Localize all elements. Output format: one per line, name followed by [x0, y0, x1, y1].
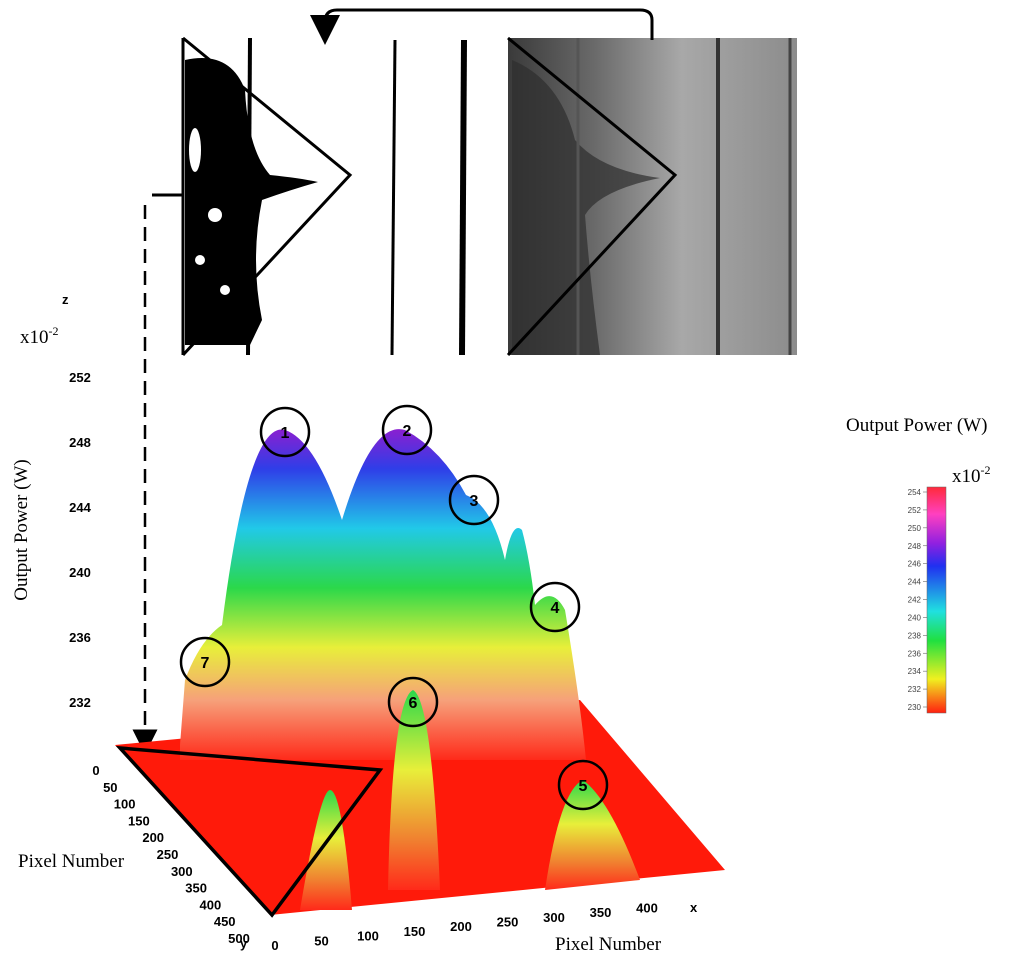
peak-marker	[387, 676, 439, 728]
peak-label: 6	[409, 695, 418, 712]
exponent: -2	[981, 463, 991, 477]
colorbar-tick-label: 242	[908, 596, 922, 605]
colorbar-tick-label: 248	[908, 542, 922, 551]
y-tick-label: 100	[114, 797, 136, 812]
z-tick-label: 244	[69, 500, 91, 515]
x-axis-label: x	[690, 900, 698, 915]
z-axis-title: Output Power (W)	[11, 459, 32, 600]
y-tick-label: 300	[171, 864, 193, 879]
peak-marker	[448, 474, 500, 526]
x-tick-label: 200	[450, 919, 472, 934]
peak-label: 1	[281, 425, 290, 442]
peak-label: 3	[470, 493, 479, 510]
x-tick-label: 150	[404, 924, 426, 939]
peak-marker	[259, 406, 311, 458]
y-axis-label: y	[240, 936, 248, 951]
colorbar-tick-label: 246	[908, 560, 922, 569]
z-tick-label: 248	[69, 435, 91, 450]
z-tick-label: 240	[69, 565, 91, 580]
colorbar-tick-label: 244	[908, 578, 922, 587]
grayscale-image	[506, 36, 797, 357]
x-tick-label: 400	[636, 900, 658, 915]
z-tick-label: 232	[69, 695, 91, 710]
peak-label: 5	[579, 778, 588, 795]
peak-marker	[381, 404, 433, 456]
peak-marker	[529, 581, 581, 633]
peak-label: 4	[551, 600, 560, 617]
colorbar-tick-label: 234	[908, 667, 922, 676]
colorbar-title: Output Power (W)	[846, 415, 987, 436]
z-axis-label: z	[62, 292, 69, 307]
colorbar-tick-label: 238	[908, 631, 922, 640]
colorbar-tick-label: 240	[908, 613, 922, 622]
y-tick-label: 250	[157, 847, 179, 862]
y-tick-label: 200	[142, 830, 164, 845]
y-tick-label: 50	[103, 780, 117, 795]
y-tick-label: 400	[200, 897, 222, 912]
colorbar-tick-label: 232	[908, 685, 922, 694]
y-axis-title: Pixel Number	[18, 851, 125, 872]
feedback-arrow	[310, 8, 654, 45]
colorbar-tick-label: 236	[908, 649, 922, 658]
x-tick-label: 250	[497, 915, 519, 930]
peak-label: 7	[201, 655, 210, 672]
multiplier: x10	[20, 327, 49, 348]
x-tick-label: 0	[271, 938, 278, 953]
surface	[115, 429, 725, 918]
colorbar-tick-label: 252	[908, 506, 922, 515]
z-tick-label: 252	[69, 370, 91, 385]
x-axis-title: Pixel Number	[555, 934, 662, 955]
colorbar	[926, 486, 947, 714]
y-tick-label: 150	[128, 813, 150, 828]
x-tick-label: 300	[543, 910, 565, 925]
z-tick-label: 236	[69, 630, 91, 645]
colorbar-multiplier: x10-2	[952, 463, 991, 487]
colorbar-tick-label: 230	[908, 703, 922, 712]
y-tick-label: 500	[228, 931, 250, 946]
z-multiplier: x10-2	[20, 324, 59, 348]
y-tick-label: 0	[92, 763, 99, 778]
peak-marker	[557, 759, 609, 811]
binary-image	[181, 36, 467, 357]
peak-label: 2	[403, 423, 412, 440]
y-tick-label: 450	[214, 914, 236, 929]
colorbar-tick-label: 250	[908, 524, 922, 533]
y-tick-label: 350	[185, 881, 207, 896]
colorbar-tick-label: 254	[908, 488, 922, 497]
multiplier: x10	[952, 466, 981, 487]
x-tick-label: 350	[590, 905, 612, 920]
x-tick-label: 50	[314, 933, 328, 948]
x-tick-label: 100	[357, 929, 379, 944]
exponent: -2	[49, 324, 59, 338]
peak-marker	[179, 636, 231, 688]
